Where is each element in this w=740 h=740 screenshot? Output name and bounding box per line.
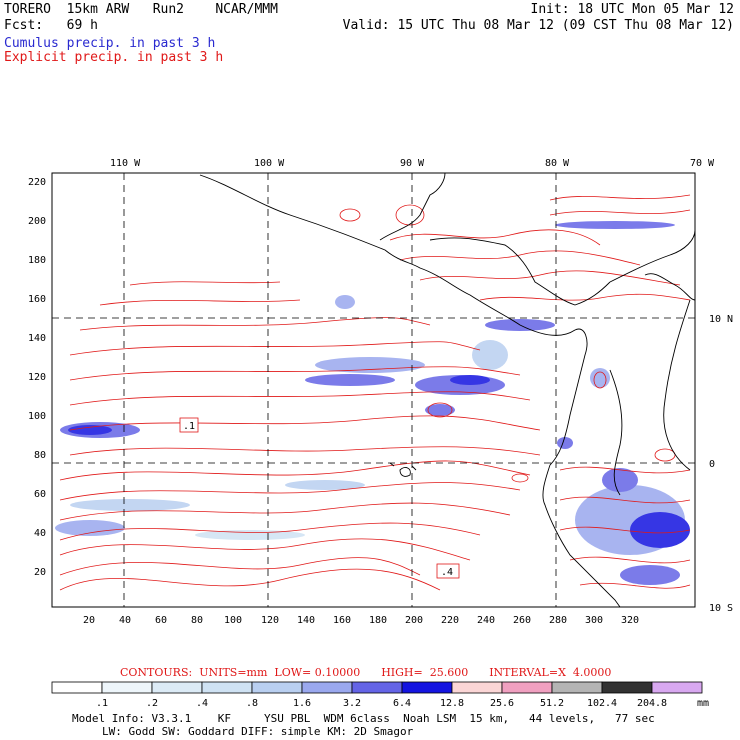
svg-text:80 W: 80 W — [545, 158, 570, 169]
svg-text:80: 80 — [191, 615, 203, 626]
coastlines — [199, 173, 695, 607]
svg-text:100: 100 — [224, 615, 242, 626]
map-frame — [51, 172, 696, 608]
svg-text:180: 180 — [28, 255, 46, 266]
contour-box-text-2: .4 — [441, 567, 453, 578]
svg-text:280: 280 — [549, 615, 567, 626]
forecast-hour: Fcst: 69 h — [4, 18, 98, 33]
svg-text:100: 100 — [28, 411, 46, 422]
svg-text:240: 240 — [477, 615, 495, 626]
x-axis-ticks: 20 40 60 80 100 120 140 160 180 200 220 … — [83, 615, 639, 626]
colorbar-label: 6.4 — [393, 698, 411, 709]
svg-text:320: 320 — [621, 615, 639, 626]
svg-text:60: 60 — [155, 615, 167, 626]
svg-text:40: 40 — [34, 528, 46, 539]
svg-text:300: 300 — [585, 615, 603, 626]
colorbar-label: .1 — [96, 698, 108, 709]
colorbar-label: 25.6 — [490, 698, 514, 709]
colorbar-swatch — [401, 681, 453, 694]
colorbar-swatch — [301, 681, 353, 694]
colorbar-label: 3.2 — [343, 698, 361, 709]
colorbar-label: 102.4 — [587, 698, 617, 709]
svg-text:60: 60 — [34, 489, 46, 500]
colorbar-label: .4 — [196, 698, 208, 709]
colorbar-swatch — [651, 681, 703, 694]
contour-box-label-1 — [179, 417, 199, 433]
colorbar-swatch — [551, 681, 603, 694]
svg-text:10 S: 10 S — [709, 603, 733, 614]
cumulus-precip-shading — [55, 221, 690, 585]
svg-text:0: 0 — [709, 459, 715, 470]
svg-text:90 W: 90 W — [400, 158, 425, 169]
colorbar: .1 .2 .4 .8 1.6 3.2 6.4 12.8 25.6 51.2 102.4 204.8 — [51, 681, 703, 709]
svg-text:200: 200 — [28, 216, 46, 227]
colorbar-swatch — [151, 681, 203, 694]
svg-text:120: 120 — [261, 615, 279, 626]
svg-text:120: 120 — [28, 372, 46, 383]
svg-text:180: 180 — [369, 615, 387, 626]
svg-text:110 W: 110 W — [110, 158, 141, 169]
svg-text:140: 140 — [28, 333, 46, 344]
svg-text:160: 160 — [28, 294, 46, 305]
colorbar-unit: mm — [697, 698, 709, 709]
model-title: TORERO 15km ARW Run2 NCAR/MMM — [4, 2, 278, 17]
colorbar-swatch — [351, 681, 403, 694]
init-time: Init: 18 UTC Mon 05 Mar 12 — [530, 2, 735, 17]
svg-text:200: 200 — [405, 615, 423, 626]
colorbar-swatch — [101, 681, 153, 694]
svg-text:260: 260 — [513, 615, 531, 626]
legend-cumulus: Cumulus precip. in past 3 h — [4, 36, 216, 51]
svg-text:140: 140 — [297, 615, 315, 626]
svg-text:10 N: 10 N — [709, 314, 733, 325]
colorbar-swatch — [601, 681, 653, 694]
contour-box-text-1: .1 — [183, 421, 195, 432]
explicit-precip-contours — [59, 194, 691, 591]
legend-explicit: Explicit precip. in past 3 h — [4, 50, 224, 65]
colorbar-label: 12.8 — [440, 698, 464, 709]
colorbar-swatch — [51, 681, 103, 694]
svg-text:220: 220 — [441, 615, 459, 626]
colorbar-label: .2 — [146, 698, 158, 709]
colorbar-label: .8 — [246, 698, 258, 709]
lat-lon-grid — [52, 173, 695, 607]
y-axis-ticks: 220 200 180 160 140 120 100 80 60 40 20 — [28, 177, 46, 578]
longitude-labels: 110 W 100 W 90 W 80 W 70 W — [110, 158, 715, 169]
contour-box-label-2 — [436, 563, 460, 579]
colorbar-swatch — [251, 681, 303, 694]
svg-text:100 W: 100 W — [254, 158, 285, 169]
latitude-labels: 10 N 0 10 S — [709, 314, 733, 614]
contour-info: CONTOURS: UNITS=mm LOW= 0.10000 HIGH= 25… — [120, 666, 611, 679]
valid-time: Valid: 15 UTC Thu 08 Mar 12 (09 CST Thu … — [342, 18, 734, 33]
colorbar-swatch — [451, 681, 503, 694]
colorbar-label: 204.8 — [637, 698, 667, 709]
colorbar-label: 51.2 — [540, 698, 564, 709]
model-info-line1: Model Info: V3.3.1 KF YSU PBL WDM 6class… — [72, 712, 655, 725]
colorbar-swatch — [201, 681, 253, 694]
svg-text:220: 220 — [28, 177, 46, 188]
colorbar-label: 1.6 — [293, 698, 311, 709]
svg-text:20: 20 — [34, 567, 46, 578]
svg-text:80: 80 — [34, 450, 46, 461]
svg-text:20: 20 — [83, 615, 95, 626]
model-info-line2: LW: Godd SW: Goddard DIFF: simple KM: 2D… — [102, 725, 414, 738]
map-field: .1 .4 — [52, 173, 695, 607]
svg-text:70 W: 70 W — [690, 158, 715, 169]
svg-text:160: 160 — [333, 615, 351, 626]
colorbar-swatch — [501, 681, 553, 694]
svg-text:40: 40 — [119, 615, 131, 626]
